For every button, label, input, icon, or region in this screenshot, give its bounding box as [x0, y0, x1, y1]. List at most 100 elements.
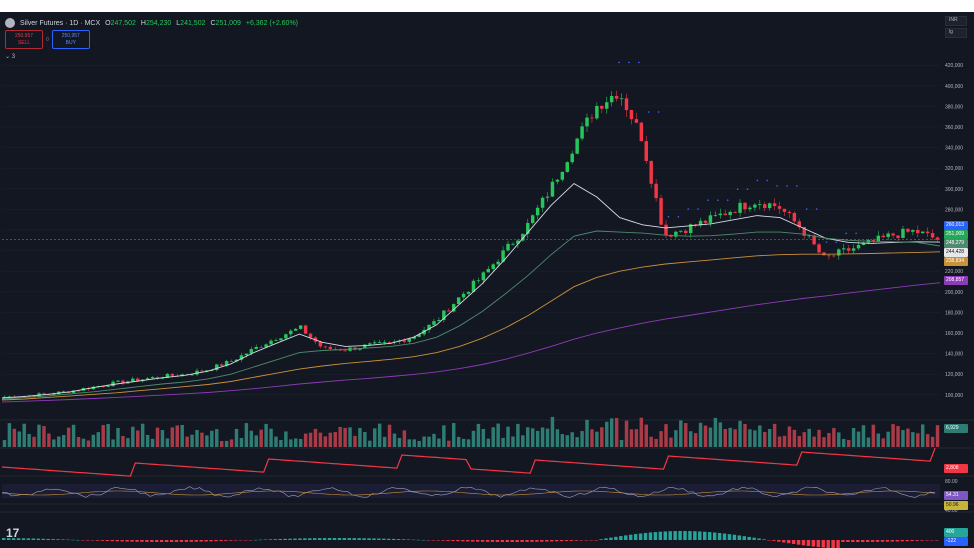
volume-bar — [827, 433, 831, 447]
candle-body — [145, 378, 150, 380]
volume-bar — [876, 433, 881, 447]
volume-bar — [451, 423, 456, 447]
candle-body — [195, 370, 199, 375]
candle-body — [471, 280, 476, 292]
candle-body — [521, 233, 525, 241]
volume-bar — [81, 438, 86, 447]
candle-body — [481, 272, 486, 281]
candle-body — [116, 380, 120, 382]
volume-bar — [935, 425, 940, 447]
macd-histogram-bar — [752, 537, 756, 540]
price-tag-3: 248,279 — [944, 239, 968, 248]
price-chart[interactable]: 420,000 400,000 380,000 360,000 340,000 320,0… — [0, 12, 974, 548]
candle-body — [442, 310, 446, 320]
volume-bar — [609, 418, 614, 447]
candle-body — [254, 346, 258, 350]
macd-histogram-bar — [485, 540, 490, 542]
volume-bar — [911, 432, 915, 447]
candle-body — [165, 373, 170, 378]
candle-body — [600, 105, 604, 109]
price-axis-tick: 380,000 — [945, 104, 963, 110]
macd-histogram-bar — [925, 540, 929, 541]
volume-bar — [471, 430, 476, 447]
psar-dot — [726, 199, 729, 202]
silver-symbol-icon — [5, 18, 15, 28]
volume-bar — [901, 430, 905, 447]
volume-bar — [881, 438, 885, 447]
macd-histogram-bar — [41, 538, 45, 540]
candle-body — [76, 390, 81, 392]
macd-histogram-bar — [806, 540, 811, 546]
volume-bar — [402, 430, 407, 447]
psar-dot — [697, 208, 699, 210]
volume-bar — [802, 432, 806, 447]
candle-body — [501, 250, 505, 262]
candle-body — [570, 153, 574, 163]
macd-histogram-bar — [396, 539, 401, 540]
volume-bar — [427, 436, 431, 447]
macd-histogram-bar — [238, 540, 243, 541]
volume-bar — [368, 440, 372, 447]
macd-histogram-bar — [337, 538, 342, 540]
macd-histogram-bar — [703, 531, 707, 540]
volume-bar — [373, 428, 377, 447]
volume-bar — [629, 429, 634, 447]
price-axis-tick: 180,000 — [945, 310, 963, 316]
candle-body — [876, 235, 881, 242]
rsi-tag-1: 54.31 — [944, 491, 968, 500]
symbol-name[interactable]: Silver Futures · 1D · MCX — [20, 19, 101, 27]
candle-body — [748, 207, 752, 210]
volume-bar — [210, 430, 214, 447]
volume-bar — [758, 425, 762, 447]
candle-body — [738, 202, 742, 213]
macd-histogram-bar — [382, 538, 386, 540]
macd-histogram-bar — [767, 540, 771, 541]
volume-bar — [333, 432, 337, 447]
volume-bar — [175, 425, 179, 447]
psar-dot — [687, 208, 690, 210]
volume-bar — [491, 427, 495, 447]
macd-histogram-bar — [510, 540, 514, 542]
macd-histogram-bar — [777, 540, 781, 542]
volume-bar — [580, 431, 584, 447]
macd-histogram-bar — [431, 540, 435, 541]
candle-body — [229, 360, 234, 362]
candle-body — [61, 391, 66, 393]
high-value: 254,230 — [145, 19, 172, 27]
volume-bar — [348, 427, 352, 447]
candle-body — [200, 370, 204, 372]
macd-histogram-bar — [698, 531, 702, 540]
volume-bar — [57, 436, 61, 447]
macd-histogram-bar — [890, 540, 895, 542]
volume-bar — [47, 433, 51, 447]
macd-histogram-bar — [821, 540, 825, 548]
volume-bar — [664, 424, 668, 447]
candle-body — [279, 338, 283, 341]
macd-histogram-bar — [456, 540, 460, 542]
candle-body — [516, 240, 520, 244]
macd-histogram-bar — [549, 540, 554, 542]
volume-bar — [234, 428, 239, 447]
psar-dot — [776, 185, 778, 187]
candle-body — [323, 346, 328, 348]
psar-dot — [628, 61, 630, 64]
candle-body — [718, 213, 723, 216]
volume-bar — [842, 438, 846, 447]
buy-button[interactable]: 250,957 BUY — [51, 30, 90, 49]
log-scale-button[interactable]: lg — [945, 28, 967, 38]
candle-body — [698, 220, 703, 226]
macd-histogram-bar — [115, 540, 120, 542]
volume-bar — [708, 427, 713, 447]
psar-dot — [845, 232, 847, 235]
macd-histogram-bar — [426, 540, 431, 541]
volume-bar — [294, 438, 298, 447]
candle-body — [871, 239, 876, 242]
indicators-collapse-toggle[interactable]: ⌄ 3 — [5, 54, 16, 60]
macd-histogram-bar — [628, 534, 633, 540]
macd-histogram-bar — [683, 531, 687, 540]
sell-button[interactable]: 250,957 SELL — [5, 30, 43, 49]
volume-bar — [71, 424, 76, 447]
volume-bar — [595, 431, 599, 447]
volume-bar — [323, 436, 328, 447]
currency-button[interactable]: INR — [945, 16, 967, 26]
